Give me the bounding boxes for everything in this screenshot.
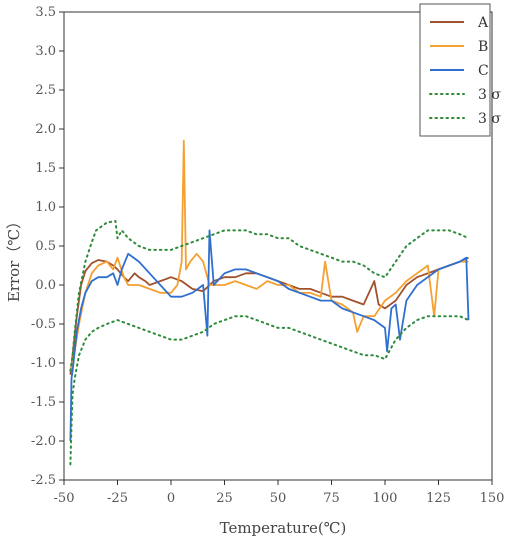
legend-label: B bbox=[478, 39, 488, 55]
y-tick-label: 0.0 bbox=[35, 278, 56, 293]
x-tick-label: 100 bbox=[373, 491, 398, 506]
x-tick-label: 50 bbox=[270, 491, 287, 506]
y-tick-label: 1.0 bbox=[35, 200, 56, 215]
series-line-4 bbox=[69, 220, 470, 372]
series-line-1 bbox=[69, 256, 469, 375]
y-tick-label: 2.0 bbox=[35, 122, 56, 137]
series-line-5 bbox=[69, 315, 470, 466]
y-tick-label: 3.5 bbox=[35, 5, 56, 20]
x-tick-label: 75 bbox=[323, 491, 340, 506]
y-tick-label: 0.5 bbox=[35, 239, 56, 254]
y-tick-label: -2.5 bbox=[31, 473, 56, 488]
legend: ABC 3 σ 3 σ bbox=[419, 3, 501, 137]
y-tick-label: -1.0 bbox=[31, 356, 56, 371]
y-tick-label: -1.5 bbox=[31, 395, 56, 410]
x-axis-label: Temperature(℃) bbox=[220, 519, 347, 537]
series-line-2 bbox=[69, 139, 469, 371]
legend-label: A bbox=[477, 15, 489, 31]
y-tick-label: 3.0 bbox=[35, 44, 56, 59]
x-tick-label: -25 bbox=[107, 491, 128, 506]
y-axis-label: Error（℃） bbox=[5, 214, 23, 302]
legend-label: 3 σ bbox=[478, 87, 501, 103]
y-tick-label: -2.0 bbox=[31, 434, 56, 449]
series-line-3 bbox=[69, 229, 470, 442]
x-tick-label: 150 bbox=[480, 491, 505, 506]
y-tick-label: -0.5 bbox=[31, 317, 56, 332]
series-layer bbox=[69, 139, 470, 466]
x-tick-label: 25 bbox=[216, 491, 233, 506]
legend-label: 3 σ bbox=[478, 111, 501, 127]
y-tick-label: 2.5 bbox=[35, 83, 56, 98]
y-tick-label: 1.5 bbox=[35, 161, 56, 176]
x-tick-label: 0 bbox=[167, 491, 175, 506]
legend-label: C bbox=[478, 63, 489, 79]
x-tick-label: -50 bbox=[54, 491, 75, 506]
x-tick-label: 125 bbox=[426, 491, 451, 506]
axes-layer: -50 -25 0 25 50 75 100 125 150 -2.5 -2.0 -1.5 -1.0 -0… bbox=[31, 5, 504, 506]
